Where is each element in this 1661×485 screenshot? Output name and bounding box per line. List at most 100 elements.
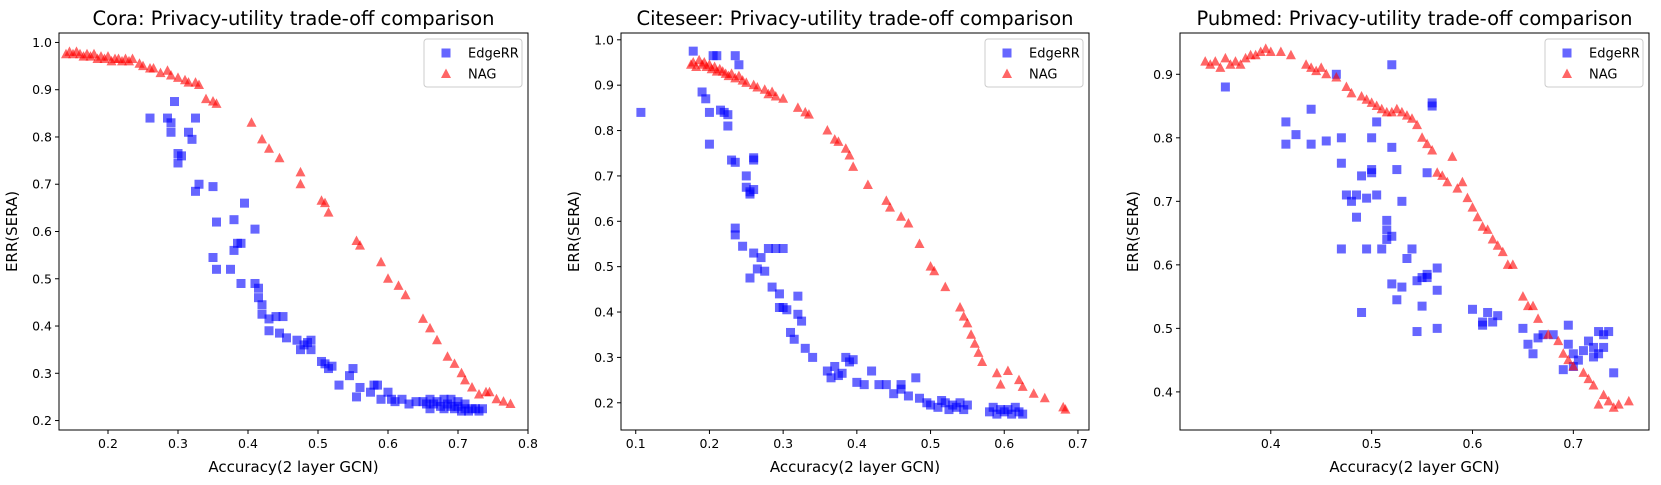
data-point-nag xyxy=(1467,202,1478,212)
data-point-nag xyxy=(138,60,148,71)
data-point-nag xyxy=(491,393,502,404)
data-point-edgerr xyxy=(1422,168,1432,178)
data-point-edgerr xyxy=(254,283,263,293)
data-point-edgerr xyxy=(1341,190,1351,200)
data-point-edgerr xyxy=(191,113,200,123)
data-point-edgerr xyxy=(177,151,186,161)
data-point-edgerr xyxy=(1538,330,1548,340)
y-tick-label: 0.5 xyxy=(1153,321,1173,336)
data-point-edgerr xyxy=(1397,196,1407,206)
x-tick-label: 0.8 xyxy=(518,436,538,451)
data-point-edgerr xyxy=(749,248,759,258)
data-point-edgerr xyxy=(264,326,274,336)
y-tick-label: 0.3 xyxy=(594,350,614,365)
data-point-edgerr xyxy=(187,134,197,144)
data-point-nag xyxy=(940,281,951,292)
data-point-edgerr xyxy=(1018,409,1028,419)
data-point-edgerr xyxy=(745,189,755,199)
data-point-edgerr xyxy=(760,266,770,276)
data-point-nag xyxy=(1002,365,1013,376)
data-point-edgerr xyxy=(446,394,456,404)
data-point-edgerr xyxy=(771,244,781,254)
data-point-edgerr xyxy=(1010,402,1020,412)
data-point-nag xyxy=(1593,399,1604,409)
legend: EdgeRR NAG xyxy=(423,38,523,88)
y-axis-label: ERR(SERA) xyxy=(1124,191,1142,272)
data-point-edgerr xyxy=(432,397,442,407)
data-point-nag xyxy=(1553,335,1564,346)
data-point-edgerr xyxy=(741,182,751,192)
legend: EdgeRR NAG xyxy=(1544,38,1644,88)
data-point-edgerr xyxy=(212,217,221,227)
data-point-nag xyxy=(995,379,1006,389)
data-point-edgerr xyxy=(959,405,969,415)
data-point-edgerr xyxy=(1604,327,1614,337)
data-point-nag xyxy=(1588,380,1599,390)
data-point-edgerr xyxy=(1609,368,1619,378)
chart-panel-cora: Cora: Privacy-utility trade-off comparis… xyxy=(3,7,538,476)
data-point-edgerr xyxy=(1357,307,1367,317)
chart-title: Cora: Privacy-utility trade-off comparis… xyxy=(92,7,494,30)
data-point-nag xyxy=(1039,392,1050,403)
data-point-edgerr xyxy=(166,127,176,137)
data-point-edgerr xyxy=(327,361,337,371)
data-point-edgerr xyxy=(173,158,183,168)
data-point-edgerr xyxy=(1417,273,1427,283)
y-tick-label: 0.9 xyxy=(594,78,614,93)
data-point-nag xyxy=(1366,97,1377,107)
y-tick-label: 0.9 xyxy=(32,82,52,97)
data-point-nag xyxy=(1215,62,1226,72)
data-point-nag xyxy=(1371,100,1382,111)
data-point-nag xyxy=(166,70,176,80)
data-point-edgerr xyxy=(1412,327,1422,337)
data-point-nag xyxy=(383,273,393,283)
data-point-edgerr xyxy=(1377,244,1387,254)
data-point-edgerr xyxy=(1382,215,1392,225)
x-tick-label: 0.1 xyxy=(626,436,646,451)
data-point-nag xyxy=(1603,395,1614,406)
data-point-edgerr xyxy=(439,394,449,404)
data-point-edgerr xyxy=(741,171,751,181)
data-point-edgerr xyxy=(1367,133,1377,143)
legend-label-edgerr: EdgeRR xyxy=(468,47,519,62)
data-point-edgerr xyxy=(723,110,733,120)
data-point-nag xyxy=(885,202,896,212)
data-point-edgerr xyxy=(257,309,267,319)
data-point-edgerr xyxy=(282,333,291,343)
data-point-nag xyxy=(425,322,435,333)
data-point-edgerr xyxy=(1007,409,1017,419)
data-point-edgerr xyxy=(271,312,281,322)
data-point-edgerr xyxy=(1563,339,1573,349)
data-point-edgerr xyxy=(1336,133,1346,143)
data-point-edgerr xyxy=(1483,307,1493,317)
data-point-edgerr xyxy=(439,404,449,414)
data-point-edgerr xyxy=(320,359,330,369)
data-point-edgerr xyxy=(1367,165,1377,175)
x-tick-label: 0.4 xyxy=(238,436,258,451)
data-point-nag xyxy=(1376,103,1387,114)
data-point-nag xyxy=(822,125,833,135)
data-point-nag xyxy=(1060,404,1071,414)
data-point-edgerr xyxy=(1357,171,1367,181)
data-point-nag xyxy=(1507,259,1518,269)
y-tick-label: 0.6 xyxy=(32,224,52,239)
data-point-nag xyxy=(896,211,907,221)
data-point-nag xyxy=(1623,395,1634,406)
data-point-edgerr xyxy=(425,404,435,414)
data-point-nag xyxy=(914,238,925,248)
x-tick-label: 0.5 xyxy=(1362,436,1382,451)
data-point-nag xyxy=(1210,56,1221,66)
data-point-nag xyxy=(958,311,969,321)
series-edgerr xyxy=(636,46,1028,419)
data-point-edgerr xyxy=(296,345,305,355)
data-point-edgerr xyxy=(837,368,847,378)
data-point-edgerr xyxy=(460,399,470,409)
data-point-edgerr xyxy=(376,394,386,404)
data-point-edgerr xyxy=(1387,60,1397,70)
data-point-edgerr xyxy=(1594,349,1604,359)
data-point-edgerr xyxy=(704,107,714,117)
data-point-edgerr xyxy=(292,335,302,345)
data-point-edgerr xyxy=(730,51,740,61)
data-point-edgerr xyxy=(926,400,936,410)
data-point-nag xyxy=(881,195,892,205)
